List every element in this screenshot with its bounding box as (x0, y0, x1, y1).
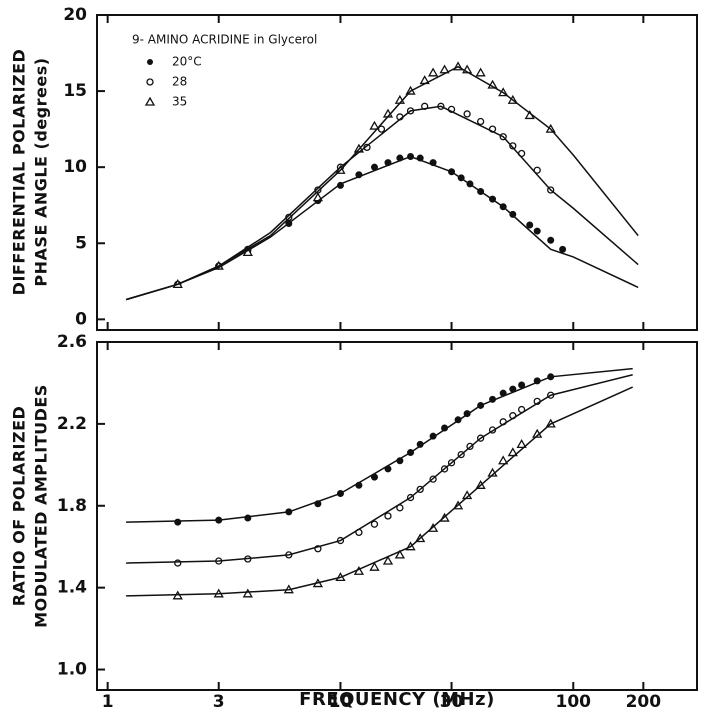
x-tick-label: 1 (102, 692, 114, 712)
x-tick-label: 200 (626, 692, 662, 712)
point (369, 561, 380, 571)
legend-marker (147, 59, 153, 65)
point (533, 166, 541, 174)
y-tick-label: 15 (63, 81, 87, 101)
point (475, 67, 486, 77)
x-axis-label: FREQUENCY (MHz) (299, 689, 495, 710)
fit-curve (125, 65, 639, 301)
fit-curve (126, 374, 633, 564)
point (507, 447, 518, 457)
point (498, 455, 509, 465)
point (509, 142, 517, 150)
legend-label: 20°C (172, 55, 202, 69)
fit-curve (126, 386, 634, 597)
y-tick-label: 1.8 (57, 496, 87, 516)
x-tick-label: 10 (329, 692, 353, 712)
y-axis-label: DIFFERENTIAL POLARIZED (10, 49, 29, 296)
x-tick-label: 3 (213, 692, 225, 712)
y-tick-label: 1.4 (57, 578, 87, 598)
y-tick-label: 5 (75, 233, 87, 253)
point (476, 117, 485, 126)
fit-curve (126, 367, 633, 523)
fit-curve (125, 105, 639, 301)
y-axis-label: PHASE ANGLE (degrees) (32, 57, 51, 286)
y-tick-label: 10 (63, 157, 87, 177)
point (174, 559, 182, 567)
point (382, 555, 394, 565)
plot-frame (96, 14, 698, 331)
point (439, 64, 450, 74)
point (427, 67, 439, 77)
annotation: 9- AMINO ACRIDINE in Glycerol (132, 33, 317, 47)
y-axis-label: RATIO OF POLARIZED (10, 406, 29, 607)
x-tick-label: 100 (556, 692, 592, 712)
point (463, 110, 471, 118)
y-tick-label: 2.6 (57, 332, 87, 352)
legend-label: 35 (172, 95, 187, 109)
point (516, 439, 527, 449)
y-tick-label: 20 (63, 5, 87, 25)
point (384, 512, 392, 520)
legend-marker (144, 96, 156, 106)
y-tick-label: 2.2 (57, 414, 87, 434)
legend-marker (146, 78, 154, 86)
plot-frame (96, 341, 698, 691)
fit-curve (125, 155, 639, 301)
point (547, 236, 555, 244)
point (174, 518, 182, 526)
y-axis-label: MODULATED AMPLITUDES (32, 384, 51, 628)
x-tick-label: 30 (440, 692, 464, 712)
point (533, 227, 541, 235)
y-tick-label: 1.0 (57, 660, 87, 680)
point (526, 221, 534, 229)
point (559, 245, 567, 253)
point (369, 120, 380, 130)
point (394, 549, 406, 559)
point (370, 520, 379, 528)
point (242, 588, 253, 598)
legend-label: 28 (172, 75, 187, 89)
y-tick-label: 0 (75, 309, 87, 329)
